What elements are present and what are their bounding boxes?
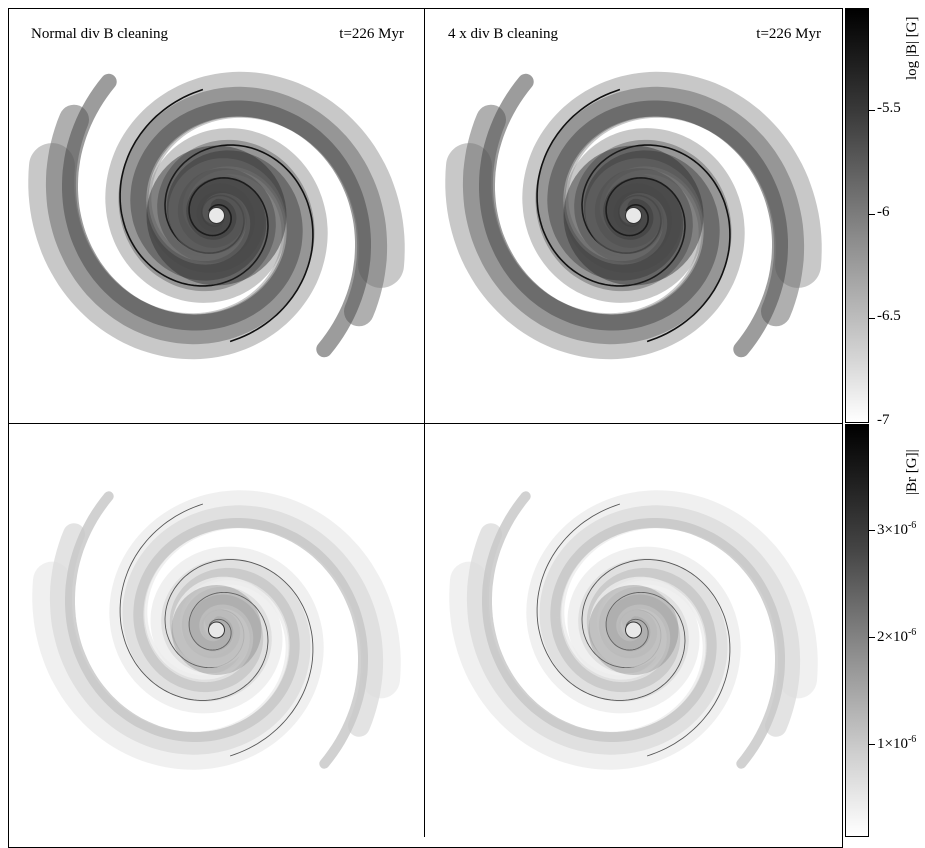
colorbar-bottom-tick: 1×10-6 <box>877 734 916 753</box>
tick-mantissa: 1×10 <box>877 736 908 752</box>
panel-top-right-B-magnitude: 4 x div B cleaning t=226 Myr <box>425 8 842 423</box>
colorbar-top-tick: -6.5 <box>877 308 901 324</box>
colorbar-top-title: log |B| [G] <box>904 16 920 80</box>
panel-time: t=226 Myr <box>756 26 821 42</box>
tick-exponent: -6 <box>907 734 917 745</box>
spiral-arm <box>550 518 785 769</box>
spiral-arm <box>547 100 788 358</box>
galaxy-bulge <box>625 207 642 224</box>
colorbar-top-gradient <box>846 9 868 422</box>
panel-bottom-right-Br <box>425 423 842 837</box>
tick-exponent: -6 <box>907 520 917 531</box>
spiral-arm <box>130 100 371 358</box>
tick-mark <box>869 214 875 215</box>
tick-mark <box>869 744 875 745</box>
tick-exponent: -6 <box>907 627 917 638</box>
tick-mark <box>869 530 875 531</box>
spiral-image-top-right <box>445 71 822 360</box>
colorbar-top-tick: -5.5 <box>877 100 901 116</box>
panel-time: t=226 Myr <box>339 26 404 42</box>
vertical-divider <box>424 8 425 837</box>
colorbar-top <box>845 8 869 423</box>
colorbar-top-tick: -7 <box>877 412 890 428</box>
panel-bottom-left-Br <box>8 423 425 837</box>
tick-mark <box>869 110 875 111</box>
colorbar-bottom-title: |Br [G]| <box>904 449 920 495</box>
spiral-shock-line <box>119 88 269 287</box>
colorbar-bottom-gradient <box>846 425 868 836</box>
tick-mantissa: 3×10 <box>877 522 908 538</box>
galaxy-bulge <box>208 621 225 639</box>
tick-mark <box>869 637 875 638</box>
colorbar-bottom-tick: 2×10-6 <box>877 627 916 646</box>
spiral-shock-line <box>536 88 686 287</box>
tick-mantissa: 2×10 <box>877 629 908 645</box>
spiral-shock-line <box>119 503 269 701</box>
galaxy-bulge <box>208 207 225 224</box>
spiral-image-bottom-left <box>32 490 401 770</box>
spiral-image-top-left <box>28 71 405 360</box>
panel-title: Normal div B cleaning <box>31 26 169 42</box>
spiral-shock-line <box>536 503 686 701</box>
colorbar-bottom-tick: 3×10-6 <box>877 520 916 539</box>
spiral-image-bottom-right <box>449 490 818 770</box>
galaxy-bulge <box>625 621 642 639</box>
tick-mark <box>869 318 875 319</box>
horizontal-divider <box>8 423 843 424</box>
panel-top-left-B-magnitude: Normal div B cleaning t=226 Myr <box>8 8 425 423</box>
spiral-arm <box>133 518 368 769</box>
panel-title: 4 x div B cleaning <box>448 26 558 42</box>
colorbar-top-tick: -6 <box>877 204 890 220</box>
colorbar-bottom <box>845 424 869 837</box>
